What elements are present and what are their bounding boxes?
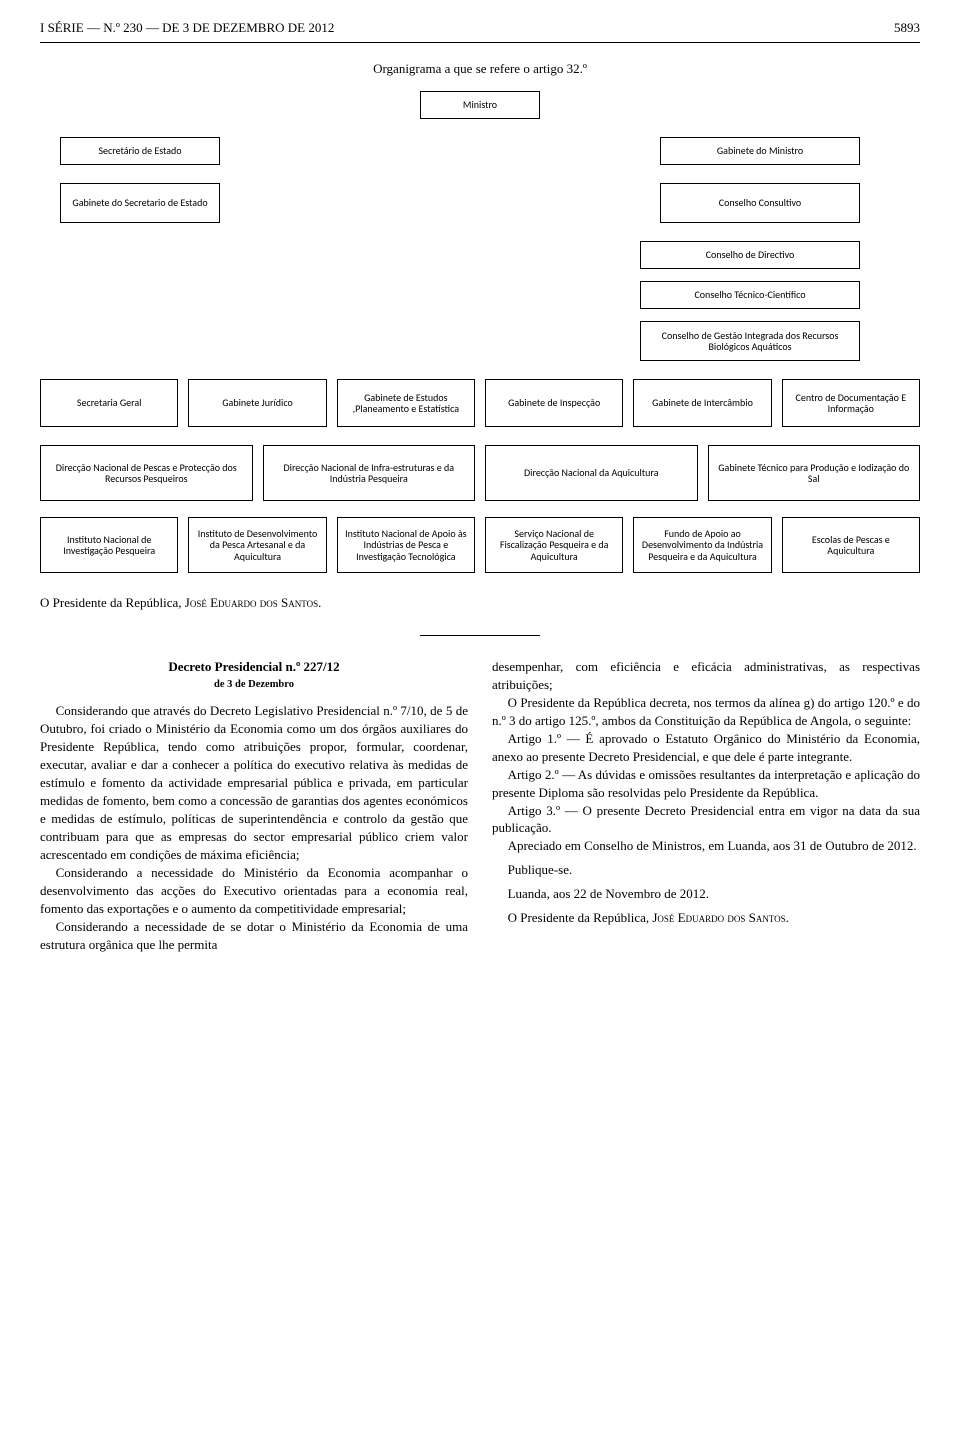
org-node-gab-sec-estado: Gabinete do Secretario de Estado bbox=[60, 183, 220, 223]
org-node-centro-documentacao: Centro de Documentação E Informação bbox=[782, 379, 920, 427]
org-node-secretaria-geral: Secretaria Geral bbox=[40, 379, 178, 427]
organigram-title: Organigrama a que se refere o artigo 32.… bbox=[40, 61, 920, 77]
org-node-ministro: Ministro bbox=[420, 91, 540, 119]
signature-prefix: O Presidente da República, bbox=[40, 595, 185, 610]
org-node-dnp-proteccao: Direcção Nacional de Pescas e Protecção … bbox=[40, 445, 253, 501]
col1-p1: Considerando que através do Decreto Legi… bbox=[40, 702, 468, 863]
org-node-gabinete-juridico: Gabinete Jurídico bbox=[188, 379, 326, 427]
org-node-inst-apoio-industrias: Instituto Nacional de Apoio às Indústria… bbox=[337, 517, 475, 573]
col2-p7: Publique-se. bbox=[492, 861, 920, 879]
org-node-dn-infraestruturas: Direcção Nacional de Infra-estruturas e … bbox=[263, 445, 476, 501]
signature-name: José Eduardo dos Santos. bbox=[185, 595, 322, 610]
page-header: I SÉRIE — N.º 230 — DE 3 DE DEZEMBRO DE … bbox=[40, 20, 920, 36]
org-node-inst-investigacao: Instituto Nacional de Investigação Pesqu… bbox=[40, 517, 178, 573]
org-node-gab-ministro: Gabinete do Ministro bbox=[660, 137, 860, 165]
organigram: Ministro Secretário de Estado Gabinete d… bbox=[40, 91, 920, 573]
org-node-gabinete-inspeccao: Gabinete de Inspecção bbox=[485, 379, 623, 427]
col2-p5: Artigo 3.º — O presente Decreto Presiden… bbox=[492, 802, 920, 838]
col2-p4: Artigo 2.º — As dúvidas e omissões resul… bbox=[492, 766, 920, 802]
col2-p8: Luanda, aos 22 de Novembro de 2012. bbox=[492, 885, 920, 903]
header-page-number: 5893 bbox=[894, 20, 920, 36]
org-node-gabinete-tecnico-sal: Gabinete Técnico para Produção e Iodizaç… bbox=[708, 445, 921, 501]
col1-p2: Considerando a necessidade do Ministério… bbox=[40, 864, 468, 918]
col2-p1: desempenhar, com eficiência e eficácia a… bbox=[492, 658, 920, 694]
two-column-body: Decreto Presidencial n.º 227/12 de 3 de … bbox=[40, 658, 920, 954]
col2-p9-name: José Eduardo dos Santos. bbox=[652, 910, 789, 925]
org-node-conselho-tecnico: Conselho Técnico-Científico bbox=[640, 281, 860, 309]
column-right: desempenhar, com eficiência e eficácia a… bbox=[492, 658, 920, 954]
decree-date: de 3 de Dezembro bbox=[40, 678, 468, 692]
org-node-sec-estado: Secretário de Estado bbox=[60, 137, 220, 165]
col2-p6: Apreciado em Conselho de Ministros, em L… bbox=[492, 837, 920, 855]
org-node-fundo-apoio: Fundo de Apoio ao Desenvolvimento da Ind… bbox=[633, 517, 771, 573]
org-node-dn-aquicultura: Direcção Nacional da Aquicultura bbox=[485, 445, 698, 501]
org-node-gabinete-intercambio: Gabinete de Intercâmbio bbox=[633, 379, 771, 427]
org-node-conselho-gestao: Conselho de Gestão Integrada dos Recurso… bbox=[640, 321, 860, 361]
signature-line: O Presidente da República, José Eduardo … bbox=[40, 595, 920, 611]
col1-p3: Considerando a necessidade de se dotar o… bbox=[40, 918, 468, 954]
col2-p9: O Presidente da República, José Eduardo … bbox=[492, 909, 920, 927]
decree-title: Decreto Presidencial n.º 227/12 bbox=[40, 658, 468, 676]
header-rule bbox=[40, 42, 920, 43]
column-left: Decreto Presidencial n.º 227/12 de 3 de … bbox=[40, 658, 468, 954]
org-node-conselho-consultivo: Conselho Consultivo bbox=[660, 183, 860, 223]
section-separator bbox=[420, 635, 540, 636]
org-node-servico-fiscalizacao: Serviço Nacional de Fiscalização Pesquei… bbox=[485, 517, 623, 573]
header-left: I SÉRIE — N.º 230 — DE 3 DE DEZEMBRO DE … bbox=[40, 20, 334, 36]
col2-p9-prefix: O Presidente da República, bbox=[508, 910, 653, 925]
org-node-inst-desenvolvimento: Instituto de Desenvolvimento da Pesca Ar… bbox=[188, 517, 326, 573]
org-node-gabinete-estudos: Gabinete de Estudos ,Planeamento e Estat… bbox=[337, 379, 475, 427]
col2-p2: O Presidente da República decreta, nos t… bbox=[492, 694, 920, 730]
org-node-escolas-pescas: Escolas de Pescas e Aquicultura bbox=[782, 517, 920, 573]
col2-p3: Artigo 1.º — É aprovado o Estatuto Orgân… bbox=[492, 730, 920, 766]
org-node-conselho-directivo: Conselho de Directivo bbox=[640, 241, 860, 269]
